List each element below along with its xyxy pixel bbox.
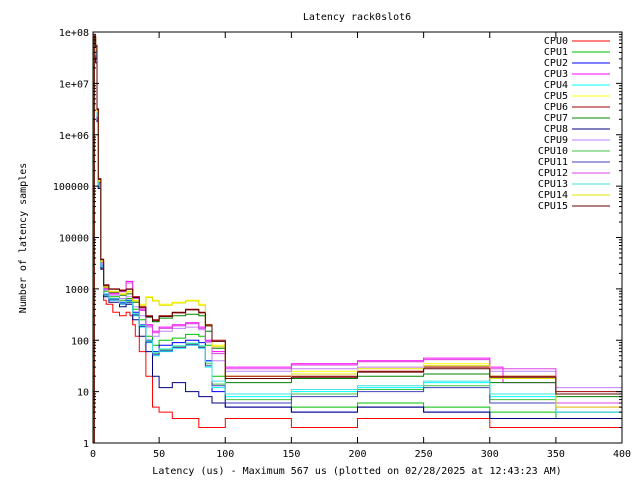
legend-label: CPU9 (544, 135, 568, 146)
x-tick-label: 150 (282, 449, 300, 460)
legend: CPU0CPU1CPU2CPU3CPU4CPU5CPU6CPU7CPU8CPU9… (538, 36, 610, 212)
y-tick-label: 100 (71, 336, 89, 347)
series-line-cpu6 (93, 35, 622, 443)
legend-label: CPU11 (538, 157, 568, 168)
x-tick-label: 400 (613, 449, 631, 460)
x-tick-label: 250 (415, 449, 433, 460)
y-tick-label: 10000 (59, 234, 89, 245)
y-tick-label: 10 (77, 388, 89, 399)
legend-label: CPU15 (538, 201, 568, 212)
series-line-cpu13 (93, 40, 622, 443)
legend-label: CPU10 (538, 146, 568, 157)
legend-label: CPU1 (544, 47, 568, 58)
series-line-cpu9 (93, 40, 622, 443)
legend-label: CPU6 (544, 102, 568, 113)
series-line-cpu12 (93, 38, 622, 443)
x-axis-ticks: 0 50 100 150 200 250 300 350 400 (90, 32, 631, 460)
series-line-cpu11 (93, 43, 622, 443)
x-tick-label: 200 (348, 449, 366, 460)
legend-label: CPU5 (544, 91, 568, 102)
y-tick-label: 1e+07 (59, 79, 89, 90)
y-axis-label: Number of latency samples (18, 163, 29, 314)
legend-label: CPU13 (538, 179, 568, 190)
plot-frame (92, 31, 623, 444)
legend-label: CPU7 (544, 113, 568, 124)
legend-label: CPU3 (544, 69, 568, 80)
series-layer (93, 35, 622, 443)
legend-label: CPU2 (544, 58, 568, 69)
chart-title: Latency rack0slot6 (303, 12, 411, 23)
y-tick-label: 100000 (53, 182, 89, 193)
series-line-cpu8 (93, 47, 622, 443)
y-axis-ticks: 1 10 100 1000 10000 100000 1e+06 1e+07 1e+08 (53, 28, 622, 450)
legend-label: CPU12 (538, 168, 568, 179)
legend-label: CPU0 (544, 36, 568, 47)
x-tick-label: 300 (481, 449, 499, 460)
x-tick-label: 0 (90, 449, 96, 460)
x-axis-label: Latency (us) - Maximum 567 us (plotted o… (152, 466, 561, 477)
legend-label: CPU4 (544, 80, 568, 91)
x-tick-label: 50 (153, 449, 165, 460)
legend-label: CPU8 (544, 124, 568, 135)
y-tick-label: 1000 (65, 285, 89, 296)
x-tick-label: 100 (216, 449, 234, 460)
y-tick-label: 1e+06 (59, 131, 89, 142)
y-tick-label: 1e+08 (59, 28, 89, 39)
x-tick-label: 350 (547, 449, 565, 460)
series-line-cpu15 (93, 35, 622, 443)
legend-label: CPU14 (538, 190, 568, 201)
y-tick-label: 1 (83, 439, 89, 450)
